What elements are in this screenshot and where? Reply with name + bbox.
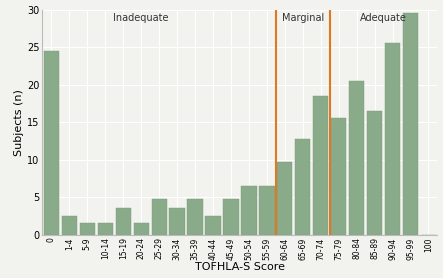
Bar bbox=[277, 162, 292, 235]
Y-axis label: Subjects (n): Subjects (n) bbox=[15, 89, 24, 155]
Bar bbox=[241, 186, 256, 235]
Bar bbox=[367, 111, 382, 235]
Bar bbox=[134, 224, 149, 235]
Bar bbox=[223, 199, 239, 235]
Bar bbox=[349, 81, 364, 235]
Bar bbox=[170, 208, 185, 235]
Bar bbox=[313, 96, 328, 235]
Bar bbox=[97, 224, 113, 235]
Bar bbox=[403, 13, 418, 235]
Text: Adequate: Adequate bbox=[360, 13, 407, 23]
X-axis label: TOFHLA-S Score: TOFHLA-S Score bbox=[195, 262, 285, 272]
Bar bbox=[116, 208, 131, 235]
Bar bbox=[152, 199, 167, 235]
Bar bbox=[44, 51, 59, 235]
Bar bbox=[295, 139, 311, 235]
Bar bbox=[187, 199, 203, 235]
Bar bbox=[80, 224, 95, 235]
Bar bbox=[206, 216, 221, 235]
Bar bbox=[385, 43, 400, 235]
Text: Inadequate: Inadequate bbox=[113, 13, 169, 23]
Bar bbox=[331, 118, 346, 235]
Text: Marginal: Marginal bbox=[282, 13, 324, 23]
Bar bbox=[62, 216, 77, 235]
Bar bbox=[259, 186, 275, 235]
